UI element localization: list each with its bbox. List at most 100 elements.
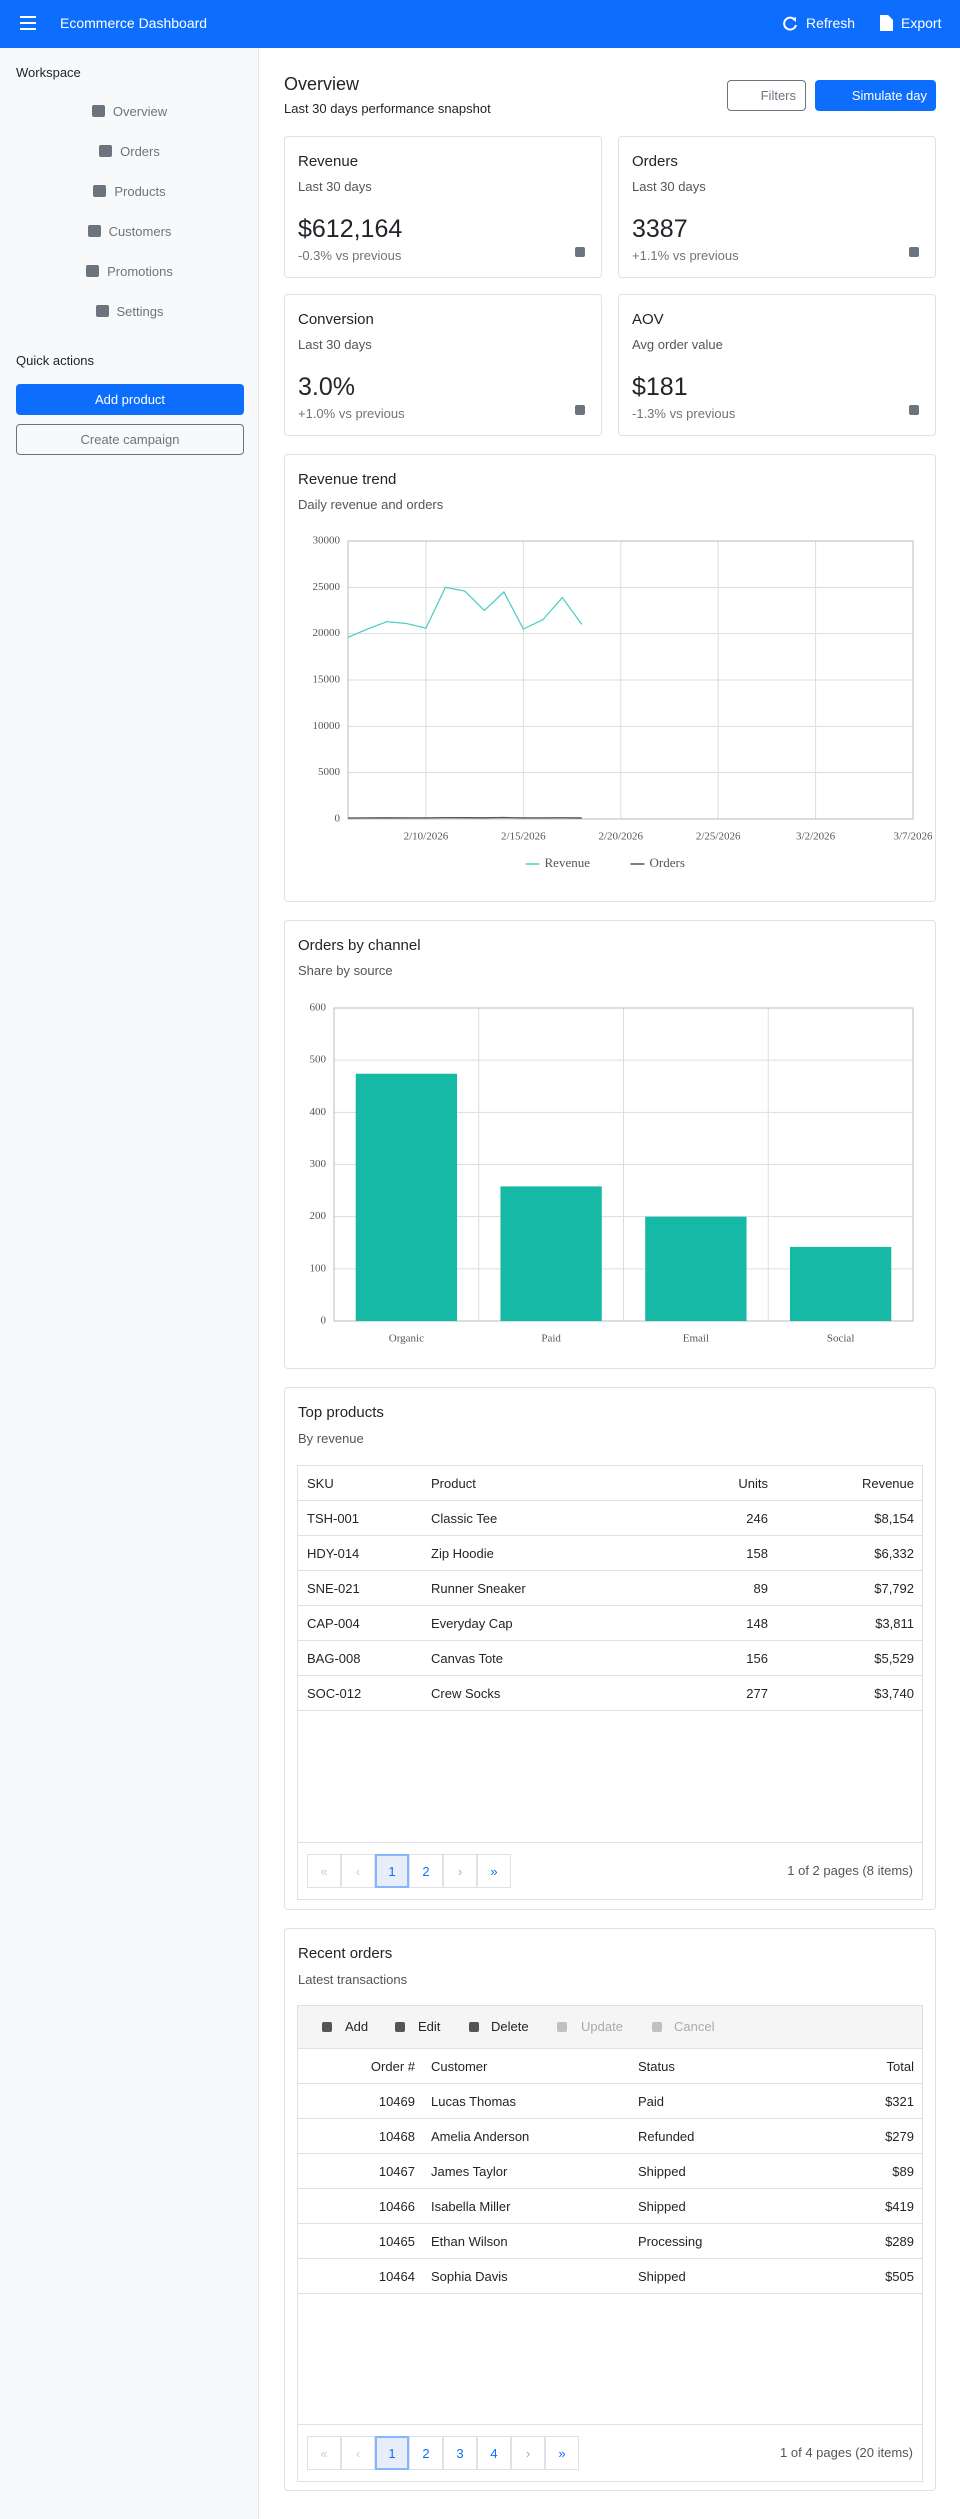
- sidebar: Workspace Quick actions Overview Orders Pr…: [0, 48, 259, 2519]
- chart-title: Revenue trend: [298, 471, 397, 488]
- table-cell: SOC-012: [307, 1686, 362, 1701]
- y-tick-label: 5000: [318, 766, 341, 778]
- bar: [355, 1073, 458, 1321]
- icon-shape: [395, 2022, 405, 2032]
- chart: 0 100 200 300 400 500 600 Organic Paid Email Socia…: [310, 1002, 914, 1345]
- create-campaign-button[interactable]: Create campaign: [16, 424, 244, 455]
- table-cell: 148: [746, 1616, 768, 1631]
- icon: [652, 2022, 662, 2032]
- nav-label: Orders: [120, 143, 160, 159]
- page-button[interactable]: 2: [409, 2436, 443, 2470]
- refresh-button[interactable]: Refresh: [806, 15, 856, 31]
- icon-shape: [322, 2022, 332, 2032]
- kpi-value: $181: [632, 373, 688, 401]
- x-tick-label: 2/15/2026: [501, 831, 546, 843]
- table-cell: Refunded: [638, 2129, 695, 2144]
- table-cell: 10466: [378, 2199, 415, 2214]
- table-cell: James Taylor: [431, 2164, 508, 2179]
- chart-subtitle: Share by source: [298, 963, 393, 978]
- kpi-value: 3.0%: [298, 373, 355, 401]
- pager-nav[interactable]: »: [477, 1854, 511, 1888]
- page-button[interactable]: 1: [375, 1854, 409, 1888]
- legend-label: Revenue: [545, 855, 591, 870]
- y-tick-label: 15000: [313, 674, 341, 686]
- x-tick-label: Email: [683, 1333, 709, 1345]
- toolbar-button[interactable]: Delete: [491, 2019, 529, 2034]
- table-cell: $289: [885, 2234, 914, 2249]
- x-tick-label: 2/25/2026: [696, 831, 741, 843]
- table-cell: Shipped: [638, 2164, 686, 2179]
- column-header: Product: [431, 1476, 476, 1491]
- page-button[interactable]: 3: [443, 2436, 477, 2470]
- export-icon: [880, 15, 893, 31]
- table-cell: 10465: [378, 2234, 415, 2249]
- y-tick-label: 500: [310, 1054, 327, 1066]
- nav-item[interactable]: Overview: [0, 96, 259, 126]
- table-row: [298, 2189, 922, 2224]
- grid-toolbar: [298, 2006, 922, 2049]
- table-cell: CAP-004: [307, 1616, 360, 1631]
- pager-nav[interactable]: ‹: [341, 1854, 375, 1888]
- toolbar-button[interactable]: Edit: [418, 2019, 441, 2034]
- kpi-card: Orders Last 30 days 3387 +1.1% vs previous: [618, 136, 936, 278]
- icon: [322, 2022, 332, 2032]
- table-cell: 10469: [378, 2094, 415, 2109]
- table-cell: Runner Sneaker: [431, 1581, 526, 1596]
- nav-item[interactable]: Settings: [0, 296, 259, 326]
- nav-icon: [93, 185, 107, 197]
- table-cell: Paid: [638, 2094, 665, 2109]
- add-product-button[interactable]: Add product: [16, 384, 244, 415]
- menu-icon[interactable]: [20, 16, 36, 30]
- quick-actions-heading: Quick actions: [16, 353, 95, 368]
- toolbar-button[interactable]: Add: [345, 2019, 369, 2034]
- table-row: [298, 2119, 922, 2154]
- nav-icon: [87, 225, 101, 237]
- pager: [298, 1842, 922, 1899]
- pager-nav[interactable]: »: [545, 2436, 579, 2470]
- simulate-day-button[interactable]: Simulate day: [815, 80, 936, 111]
- icon: [469, 2022, 479, 2032]
- page-button[interactable]: 2: [409, 1854, 443, 1888]
- column-header: Total: [886, 2059, 914, 2074]
- pager-nav[interactable]: ›: [443, 1854, 477, 1888]
- table-card: Top products By revenue SKU Product Units Rev…: [284, 1387, 936, 1910]
- x-tick-label: Paid: [541, 1333, 561, 1345]
- nav-item[interactable]: Promotions: [0, 256, 259, 286]
- pager-nav[interactable]: ‹: [341, 2436, 375, 2470]
- table-subtitle: Latest transactions: [298, 1972, 408, 1987]
- page-button[interactable]: 4: [477, 2436, 511, 2470]
- page-button[interactable]: 1: [375, 2436, 409, 2470]
- y-tick-label: 10000: [313, 720, 341, 732]
- table-row: [298, 2154, 922, 2189]
- table-cell: $8,154: [874, 1511, 914, 1526]
- icon-shape: [557, 2022, 567, 2032]
- toolbar-button: Update: [581, 2019, 623, 2034]
- page-info: 1 of 4 pages (20 items): [780, 2445, 913, 2460]
- pager-nav[interactable]: ›: [511, 2436, 545, 2470]
- kpi-value: 3387: [632, 215, 688, 243]
- table-cell: HDY-014: [307, 1546, 360, 1561]
- y-tick-label: 0: [335, 813, 341, 825]
- nav-item[interactable]: Orders: [0, 136, 259, 166]
- nav-item[interactable]: Customers: [0, 216, 259, 246]
- table-cell: 10464: [378, 2269, 415, 2284]
- table-cell: TSH-001: [307, 1511, 360, 1526]
- table-row: [298, 1676, 922, 1711]
- overview-title: Overview: [284, 74, 360, 94]
- table-card: Recent orders Latest transactions Add Edit D…: [284, 1928, 936, 2491]
- nav-item[interactable]: Products: [0, 176, 259, 206]
- icon-shape: [575, 247, 585, 257]
- table-cell: Crew Socks: [431, 1686, 501, 1701]
- plot-frame: [333, 1007, 914, 1322]
- table-row: [298, 1501, 922, 1536]
- line-series: [347, 586, 583, 638]
- chart-subtitle: Daily revenue and orders: [298, 497, 444, 512]
- nav-label: Products: [114, 183, 166, 199]
- pager-nav[interactable]: «: [307, 1854, 341, 1888]
- chart-card: Orders by channel Share by source 0 100 200 3…: [284, 920, 936, 1369]
- column-header: Customer: [431, 2059, 488, 2074]
- x-tick-label: 2/10/2026: [404, 831, 449, 843]
- export-button[interactable]: Export: [901, 15, 942, 31]
- pager-nav[interactable]: «: [307, 2436, 341, 2470]
- filters-button[interactable]: Filters: [727, 80, 806, 111]
